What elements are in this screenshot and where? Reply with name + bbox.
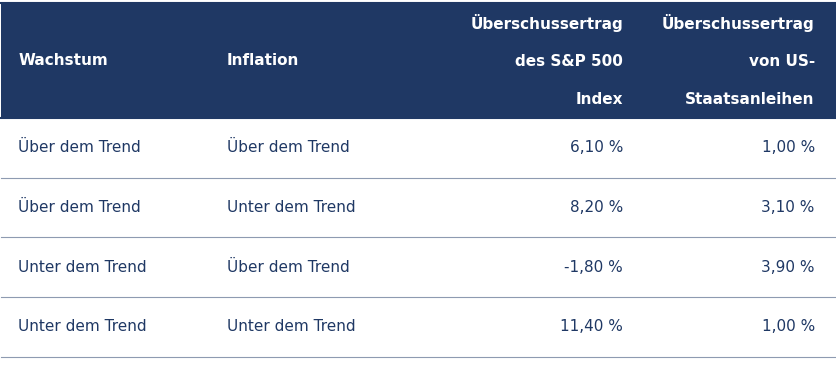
Text: Über dem Trend: Über dem Trend xyxy=(18,140,140,156)
Text: 3,90 %: 3,90 % xyxy=(761,260,813,275)
Text: -1,80 %: -1,80 % xyxy=(563,260,622,275)
Text: Überschussertrag

von US-

Staatsanleihen: Überschussertrag von US- Staatsanleihen xyxy=(661,14,813,107)
Text: Über dem Trend: Über dem Trend xyxy=(227,260,349,275)
FancyBboxPatch shape xyxy=(2,3,834,118)
Text: Inflation: Inflation xyxy=(227,53,298,68)
Text: Unter dem Trend: Unter dem Trend xyxy=(18,260,146,275)
Text: Wachstum: Wachstum xyxy=(18,53,108,68)
Text: Über dem Trend: Über dem Trend xyxy=(18,200,140,215)
Text: 8,20 %: 8,20 % xyxy=(569,200,622,215)
Text: 1,00 %: 1,00 % xyxy=(761,140,813,156)
Text: Unter dem Trend: Unter dem Trend xyxy=(227,319,354,335)
Text: Überschussertrag

des S&P 500

Index: Überschussertrag des S&P 500 Index xyxy=(470,14,622,107)
Text: 11,40 %: 11,40 % xyxy=(559,319,622,335)
Text: 6,10 %: 6,10 % xyxy=(568,140,622,156)
Text: Über dem Trend: Über dem Trend xyxy=(227,140,349,156)
Text: Unter dem Trend: Unter dem Trend xyxy=(18,319,146,335)
Text: 1,00 %: 1,00 % xyxy=(761,319,813,335)
Text: 3,10 %: 3,10 % xyxy=(761,200,813,215)
Text: Unter dem Trend: Unter dem Trend xyxy=(227,200,354,215)
